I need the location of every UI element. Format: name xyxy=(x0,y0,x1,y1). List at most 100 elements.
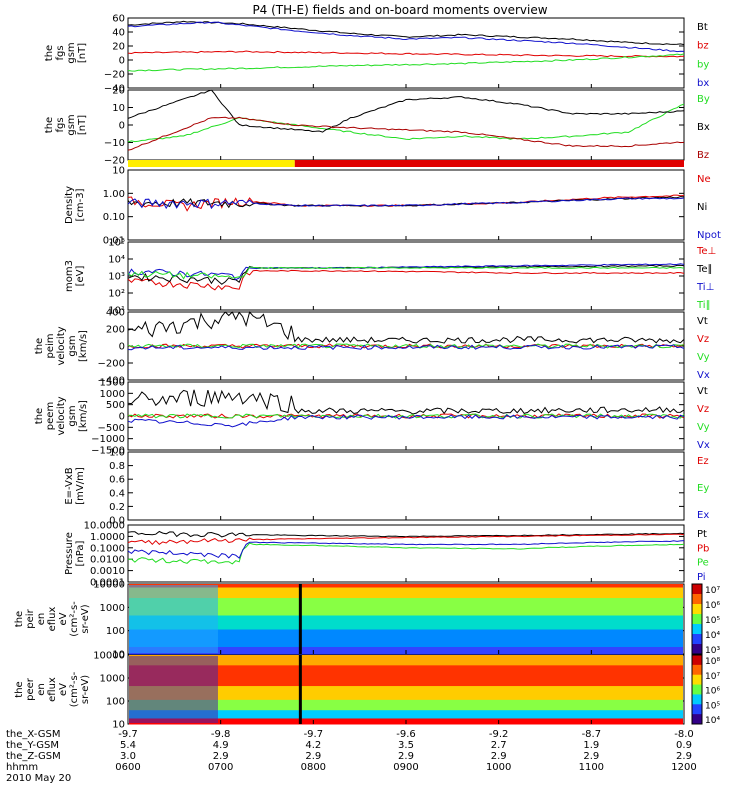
x-row-value: 2.7 xyxy=(491,740,507,751)
series-line-Te xyxy=(127,269,685,291)
y-tick-label: 60 xyxy=(112,14,125,25)
panel-3: 10 1.00 0.10 0.01 Density [cm-3] Ne Ni Npot xyxy=(64,166,721,247)
spectrogram-band xyxy=(129,598,683,616)
y-tick-label: 0.10 xyxy=(103,212,125,223)
y-tick-label: 100 xyxy=(106,626,125,637)
colorbar-segment xyxy=(692,674,702,686)
y-axis-label: eflux xyxy=(47,607,58,632)
mode-bar xyxy=(128,160,684,167)
legend-label: bz xyxy=(697,41,709,52)
colorbar-segment xyxy=(692,655,702,666)
series-line-Pi xyxy=(127,540,685,559)
colorbar-segment xyxy=(692,644,702,655)
legend-label: Vt xyxy=(697,386,708,397)
panel-7: 1.0 0.8 0.6 0.4 0.2 0.0 E=-VxB [mV/m] Ez Ey Ex xyxy=(64,448,709,527)
y-tick-label: 1000 xyxy=(100,674,125,685)
colorbar-label: 10⁵ xyxy=(705,701,720,711)
mode-bar-segment xyxy=(128,160,295,167)
series-line-Pe xyxy=(127,542,685,565)
legend-label: Pi xyxy=(697,572,706,583)
y-tick-label: 0 xyxy=(119,412,125,423)
y-axis-label: eflux xyxy=(47,677,58,702)
legend-label: Vx xyxy=(697,440,710,451)
x-row-value: 1100 xyxy=(579,762,604,773)
colorbar-segment xyxy=(692,614,702,625)
colorbar-frame xyxy=(691,583,703,655)
x-row-value: -9.2 xyxy=(489,729,509,740)
y-tick-label: −1000 xyxy=(91,434,125,445)
panel-5: 400 200 0 −200 −400 the peim velocity gsm [km/s] V… xyxy=(34,308,710,387)
x-row-value: 1200 xyxy=(671,762,696,773)
y-tick-label: −400 xyxy=(98,376,125,387)
panel-frame xyxy=(127,89,685,161)
spectrogram-early-segment xyxy=(129,585,218,653)
colorbar-label: 10⁴ xyxy=(705,631,720,641)
y-tick-label: 10² xyxy=(108,289,125,300)
x-row-value: -9.8 xyxy=(211,729,231,740)
y-tick-label: 0.8 xyxy=(109,461,125,472)
series-line-Ti xyxy=(127,266,685,280)
legend-label: Pt xyxy=(697,529,707,540)
plot-title: P4 (TH-E) fields and on-board moments ov… xyxy=(252,3,547,17)
x-row-value: -8.7 xyxy=(582,729,602,740)
y-tick-label: 500 xyxy=(106,400,125,411)
x-row-value: 2.9 xyxy=(583,751,599,762)
y-tick-label: 10 xyxy=(112,103,125,114)
spectrogram-band xyxy=(129,710,683,719)
colorbar-label: 10⁴ xyxy=(705,716,720,726)
legend-label: By xyxy=(697,94,710,105)
y-tick-label: 1500 xyxy=(100,378,125,389)
y-axis-label: gsm xyxy=(66,42,77,63)
legend-label: Vx xyxy=(697,370,710,381)
y-axis-label: peer xyxy=(25,677,36,701)
series-line-Pb xyxy=(127,533,685,546)
x-row-value: -9.7 xyxy=(304,729,324,740)
colorbar-segment xyxy=(692,634,702,645)
y-axis-label: [cm-3] xyxy=(75,188,86,221)
y-axis-label: the xyxy=(14,681,25,697)
x-row-label: the_X-GSM xyxy=(6,729,60,740)
legend-label: Ez xyxy=(697,456,709,467)
y-tick-label: 10000 xyxy=(93,651,125,662)
y-tick-label: −500 xyxy=(98,423,125,434)
y-axis-label: en xyxy=(36,613,47,626)
x-row-value: 2.9 xyxy=(213,751,229,762)
y-tick-label: 10 xyxy=(112,166,125,177)
series-line-Vx xyxy=(127,414,685,428)
panel-2: 20 10 0 −10 −20 the fgs gsm [nT] By Bx Bz xyxy=(44,86,710,167)
y-tick-label: 1000 xyxy=(100,603,125,614)
x-row-value: 0600 xyxy=(115,762,140,773)
y-tick-label: −20 xyxy=(104,156,125,167)
colorbar-segment xyxy=(692,664,702,676)
colorbar-segment xyxy=(692,704,702,715)
series-line-bx xyxy=(127,21,685,53)
y-axis-label: eV xyxy=(58,683,69,696)
x-row-value: -9.7 xyxy=(118,729,138,740)
y-tick-label: 10.0000 xyxy=(84,521,125,532)
x-row-value: -9.6 xyxy=(396,729,416,740)
y-tick-label: 0 xyxy=(119,121,125,132)
x-row-value: 0900 xyxy=(393,762,418,773)
y-axis-label: [nPa] xyxy=(75,540,86,566)
date-label: 2010 May 20 xyxy=(6,773,71,784)
spectrogram-band xyxy=(129,655,683,666)
y-tick-label: −10 xyxy=(104,138,125,149)
series-line-by xyxy=(127,53,685,72)
y-tick-label: 0 xyxy=(119,56,125,67)
y-axis-label: gsm xyxy=(67,335,78,356)
legend-label: Vz xyxy=(697,334,709,345)
y-tick-label: 0.01 xyxy=(103,236,125,247)
colorbar-segment xyxy=(692,584,702,595)
series-line-Vx xyxy=(127,344,685,351)
y-tick-label: 400 xyxy=(106,308,125,319)
x-row-value: 4.2 xyxy=(305,740,321,751)
panel-frame xyxy=(127,451,685,521)
colorbar-label: 10⁵ xyxy=(705,616,720,626)
y-tick-label: 0 xyxy=(119,342,125,353)
y-axis-label: eV xyxy=(58,612,69,625)
spectrogram-band xyxy=(129,584,683,588)
x-axis-block: the_X-GSM -9.7 -9.8 -9.7 -9.6 -9.2 -8.7 -8.0 the… xyxy=(6,84,697,784)
series-line-bz xyxy=(127,50,685,58)
